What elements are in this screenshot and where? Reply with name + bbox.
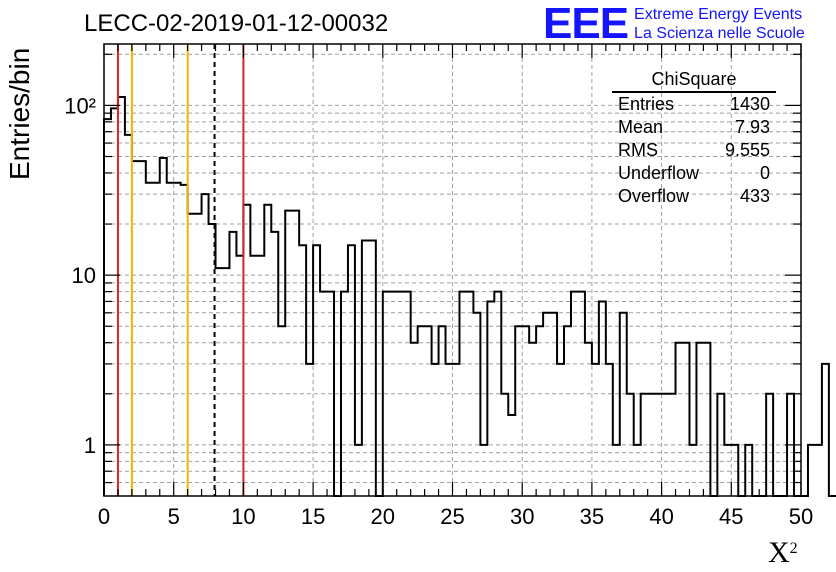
logo-text: Extreme Energy Events La Scienza nelle S… [634,5,805,43]
stats-title: ChiSquare [612,68,776,93]
y-axis-label: Entries/bin [4,47,35,180]
stats-value: 9.555 [724,140,770,160]
stats-row-overflow: Overflow 433 [612,185,776,208]
axes: 0 5 10 15 20 25 30 35 40 45 50 1 10 10² [64,43,813,529]
stats-value: 0 [759,163,770,183]
stats-label: Mean [618,117,664,137]
stats-row-entries: Entries 1430 [612,93,776,116]
logo-mark: EEE [543,0,629,48]
stats-box: ChiSquare Entries 1430 Mean 7.93 RMS 9.5… [612,68,776,208]
stats-label: Underflow [618,163,700,183]
y-tick-label: 1 [84,433,96,458]
x-axis-label-main: X [768,536,790,569]
x-tick-label: 10 [231,504,255,529]
stats-label: RMS [618,140,658,160]
logo-line-1: Extreme Energy Events [634,6,803,23]
stats-label: Entries [618,94,675,114]
stats-row-mean: Mean 7.93 [612,116,776,139]
y-tick-label: 10² [64,93,96,118]
stats-value: 433 [739,186,770,206]
plot-title: LECC-02-2019-01-12-00032 [84,10,389,37]
stats-value: 1430 [729,94,770,114]
x-axis-label: X2 [768,536,798,570]
x-tick-label: 15 [301,504,325,529]
y-tick-label: 10 [72,263,96,288]
stats-label: Overflow [618,186,690,206]
stats-row-rms: RMS 9.555 [612,139,776,162]
stats-value: 7.93 [734,117,770,137]
stats-row-underflow: Underflow 0 [612,162,776,185]
x-tick-label: 45 [719,504,743,529]
x-tick-label: 35 [580,504,604,529]
x-tick-label: 20 [371,504,395,529]
marker-lines [116,44,245,496]
logo-line-2: La Scienza nelle Scuole [634,25,805,42]
x-tick-label: 5 [168,504,180,529]
x-tick-label: 50 [789,504,813,529]
x-tick-label: 0 [98,504,110,529]
x-tick-label: 30 [510,504,534,529]
x-axis-label-superscript: 2 [789,540,798,557]
x-tick-label: 25 [440,504,464,529]
x-tick-label: 40 [649,504,673,529]
eee-logo: EEE Extreme Energy Events La Scienza nel… [543,2,805,46]
